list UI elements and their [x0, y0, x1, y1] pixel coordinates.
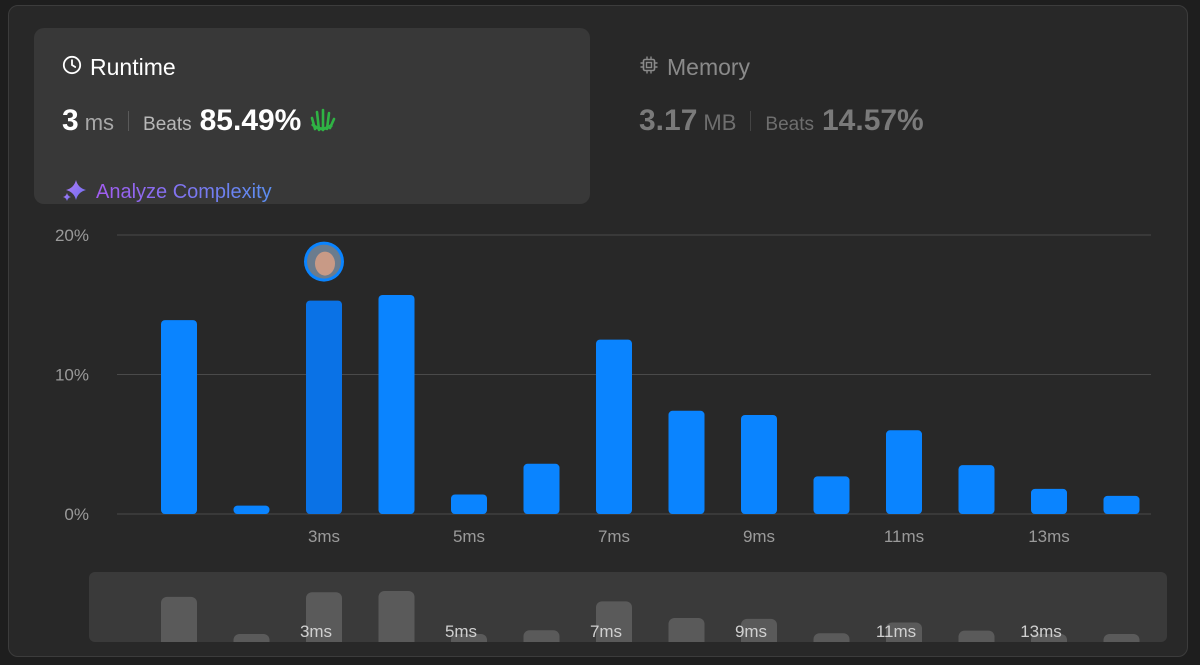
- x-tick-label: 3ms: [308, 527, 340, 546]
- overview-bar: [233, 634, 270, 642]
- bar: [378, 294, 415, 514]
- bar: [958, 465, 995, 514]
- runtime-beats-value: 85.49%: [199, 104, 302, 137]
- bar: [741, 414, 777, 514]
- overview-bar: [161, 596, 197, 642]
- avatar-face: [315, 251, 335, 276]
- memory-header: Memory: [639, 54, 750, 81]
- overview-bar: [378, 590, 415, 642]
- memory-unit: MB: [703, 110, 737, 135]
- overview-tick-label: 3ms: [300, 622, 332, 641]
- overview-bar: [741, 618, 777, 642]
- bar: [233, 505, 270, 514]
- runtime-value-row: 3 ms Beats 85.49%: [62, 104, 337, 138]
- clap-icon: [309, 106, 337, 137]
- x-tick-label: 9ms: [743, 527, 775, 546]
- x-tick-label: 7ms: [598, 527, 630, 546]
- runtime-divider: [128, 111, 130, 131]
- overview-bar: [668, 617, 705, 642]
- runtime-title: Runtime: [90, 54, 176, 80]
- overview-tick-label: 7ms: [590, 622, 622, 641]
- x-tick-label: 13ms: [1028, 527, 1070, 546]
- runtime-beats-label: Beats: [143, 114, 192, 135]
- analyze-complexity-link[interactable]: Analyze Complexity: [62, 178, 272, 207]
- bar: [886, 430, 922, 514]
- bar: [813, 476, 850, 514]
- x-tick-label: 5ms: [453, 527, 485, 546]
- overview-bar: [306, 592, 342, 642]
- memory-title: Memory: [667, 54, 751, 80]
- y-tick-label: 10%: [55, 366, 89, 385]
- runtime-distribution-chart: 0% 10% 20% 3ms 5ms 7ms 9ms 11ms 13ms: [55, 226, 1151, 546]
- memory-beats-label: Beats: [765, 114, 814, 135]
- my-submission-marker[interactable]: [304, 241, 344, 282]
- submission-result-panel: Runtime 3 ms Beats 85.49%: [8, 5, 1188, 657]
- memory-value-row: 3.17 MB Beats 14.57%: [639, 104, 924, 138]
- bar: [596, 339, 632, 514]
- overview-bar: [813, 633, 850, 642]
- chart-overview-scrubber[interactable]: 3ms 5ms 7ms 9ms 11ms 13ms: [89, 572, 1167, 642]
- analyze-complexity-label: Analyze Complexity: [96, 181, 272, 203]
- overview-bar: [1103, 634, 1140, 642]
- overview-bar: [1031, 634, 1067, 642]
- memory-divider: [750, 111, 752, 131]
- x-tick-label: 11ms: [884, 527, 924, 546]
- memory-beats-value: 14.57%: [821, 104, 924, 137]
- bar: [1103, 495, 1140, 514]
- memory-value: 3.17: [639, 104, 698, 137]
- bar: [1031, 488, 1067, 514]
- sparkle-icon: [62, 178, 88, 207]
- overview-bar: [886, 622, 922, 642]
- runtime-header: Runtime: [62, 54, 176, 81]
- clock-icon: [62, 55, 82, 80]
- overview-bar: [451, 634, 487, 642]
- bar: [161, 320, 197, 514]
- bar: [668, 410, 705, 514]
- overview-tick-label: 5ms: [445, 622, 477, 641]
- overview-bar: [596, 601, 632, 642]
- y-tick-label: 20%: [55, 226, 89, 245]
- overview-bar: [958, 630, 995, 642]
- overview-chart: 3ms 5ms 7ms 9ms 11ms 13ms: [161, 590, 1140, 642]
- runtime-unit: ms: [84, 110, 115, 135]
- y-tick-label: 0%: [64, 505, 89, 524]
- bar: [523, 463, 560, 514]
- overview-bar: [523, 630, 560, 642]
- overview-tick-label: 13ms: [1020, 622, 1062, 641]
- overview-tick-label: 11ms: [876, 622, 916, 641]
- runtime-value: 3: [62, 104, 79, 137]
- bar: [451, 494, 487, 514]
- overview-tick-label: 9ms: [735, 622, 767, 641]
- runtime-card[interactable]: Runtime 3 ms Beats 85.49%: [34, 28, 590, 204]
- chip-icon: [639, 55, 659, 80]
- bar: [306, 300, 342, 514]
